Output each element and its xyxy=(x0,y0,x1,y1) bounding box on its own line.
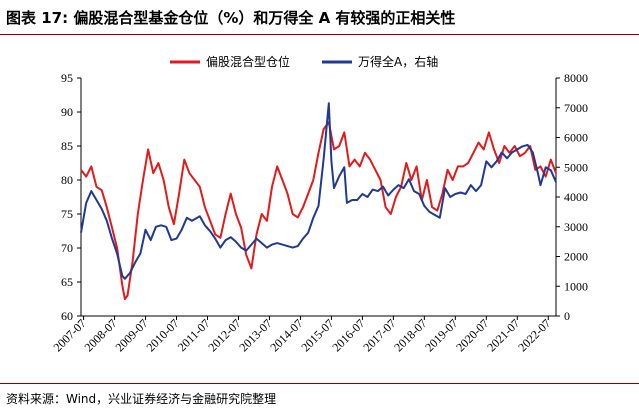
left-tick-label: 70 xyxy=(61,241,73,255)
figure-title: 图表 17: 偏股混合型基金仓位（%）和万得全 A 有较强的正相关性 xyxy=(6,9,456,27)
left-tick-label: 65 xyxy=(61,275,73,289)
title-rule xyxy=(0,34,639,35)
source-note: 资料来源：Wind，兴业证券经济与金融研究院整理 xyxy=(6,392,277,406)
right-tick-label: 6000 xyxy=(564,131,588,145)
x-tick-label: 2012-07 xyxy=(205,316,243,354)
legend-label-0: 偏股混合型仓位 xyxy=(206,54,290,69)
left-tick-label: 60 xyxy=(61,309,73,323)
left-tick-label: 95 xyxy=(61,71,73,85)
x-tick-label: 2011-07 xyxy=(175,316,213,354)
x-tick-label: 2021-07 xyxy=(484,316,522,354)
x-tick-label: 2017-07 xyxy=(360,316,398,354)
right-tick-label: 1000 xyxy=(564,279,588,293)
source-rule xyxy=(0,383,639,384)
left-tick-label: 85 xyxy=(61,139,73,153)
x-tick-label: 2018-07 xyxy=(391,316,429,354)
chart-axes: 60 65 70 75 80 85 90 95 0 1000 2000 3000 4000 5000 600… xyxy=(51,71,588,354)
x-tick-label: 2008-07 xyxy=(81,316,119,354)
right-tick-label: 3000 xyxy=(564,220,588,234)
chart-legend: 偏股混合型仓位 万得全A，右轴 xyxy=(170,54,438,69)
right-tick-label: 4000 xyxy=(564,190,588,204)
x-tick-label: 2016-07 xyxy=(329,316,367,354)
right-tick-label: 0 xyxy=(564,309,570,323)
x-tick-label: 2022-07 xyxy=(515,316,553,354)
chart-lines xyxy=(80,102,557,300)
right-tick-label: 5000 xyxy=(564,160,588,174)
left-tick-label: 75 xyxy=(61,207,73,221)
x-tick-label: 2014-07 xyxy=(267,316,305,354)
line-chart: 60 65 70 75 80 85 90 95 0 1000 2000 3000 4000 5000 600… xyxy=(51,54,588,354)
left-tick-label: 90 xyxy=(61,105,73,119)
x-tick-label: 2010-07 xyxy=(143,316,181,354)
x-tick-label: 2009-07 xyxy=(112,316,150,354)
right-tick-label: 2000 xyxy=(564,250,588,264)
x-tick-label: 2020-07 xyxy=(453,316,491,354)
x-tick-label: 2015-07 xyxy=(298,316,336,354)
left-tick-label: 80 xyxy=(61,173,73,187)
right-tick-label: 7000 xyxy=(564,101,588,115)
series-line-1 xyxy=(80,102,557,280)
legend-label-1: 万得全A，右轴 xyxy=(358,54,438,69)
x-tick-label: 2013-07 xyxy=(236,316,274,354)
right-tick-label: 8000 xyxy=(564,71,588,85)
x-tick-label: 2019-07 xyxy=(422,316,460,354)
series-line-0 xyxy=(80,121,557,300)
